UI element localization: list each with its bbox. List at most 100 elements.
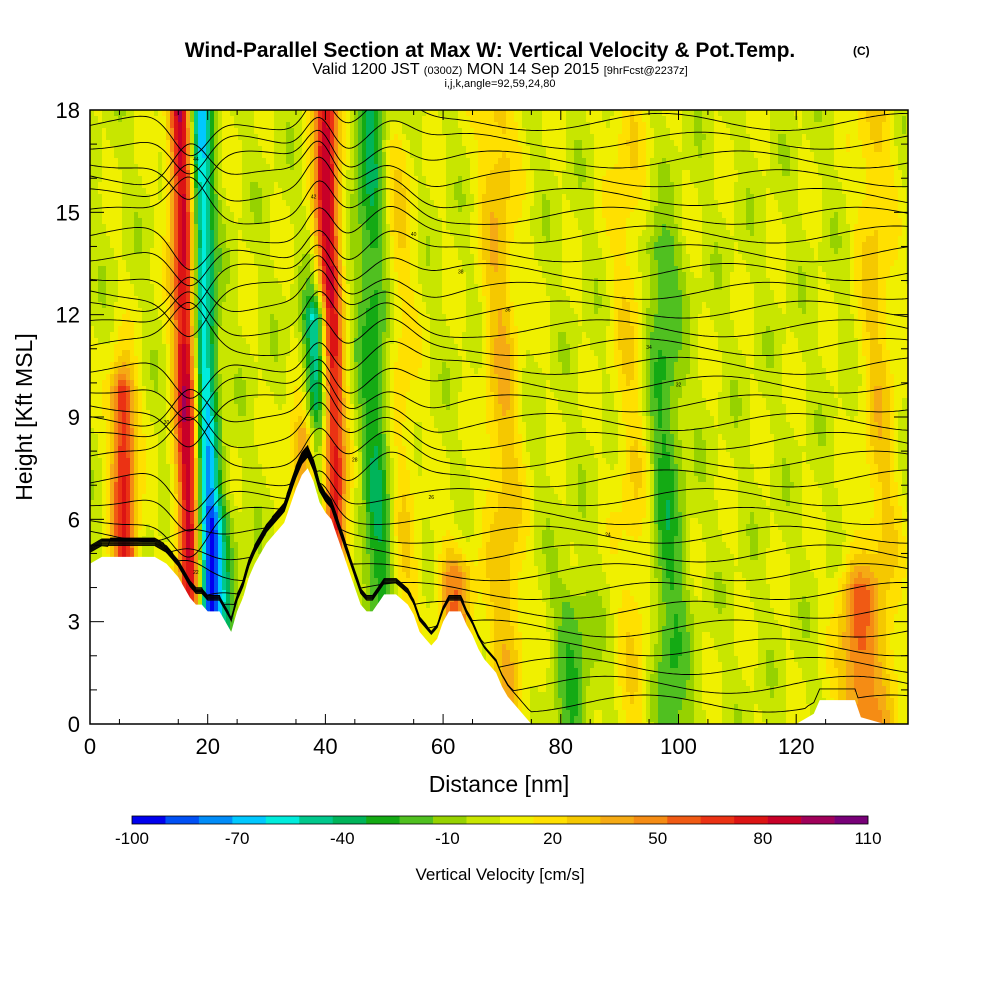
velocity-cell: [230, 254, 235, 261]
velocity-cell: [174, 134, 179, 141]
velocity-cell: [158, 368, 163, 375]
velocity-cell: [198, 500, 203, 507]
velocity-cell: [218, 278, 223, 285]
velocity-cell: [242, 134, 247, 141]
velocity-cell: [190, 506, 195, 513]
velocity-cell: [170, 368, 175, 375]
velocity-cell: [234, 146, 239, 153]
velocity-cell: [162, 152, 167, 159]
velocity-cell: [190, 458, 195, 465]
velocity-cell: [142, 140, 147, 147]
velocity-cell: [170, 254, 175, 261]
velocity-cell: [178, 242, 183, 249]
velocity-cell: [250, 158, 255, 165]
velocity-cell: [234, 572, 239, 579]
velocity-cell: [126, 230, 131, 237]
velocity-cell: [170, 242, 175, 249]
velocity-cell: [106, 344, 111, 351]
velocity-cell: [134, 380, 139, 387]
velocity-cell: [242, 278, 247, 285]
velocity-cell: [122, 296, 127, 303]
velocity-cell: [182, 344, 187, 351]
velocity-cell: [198, 260, 203, 267]
velocity-cell: [190, 338, 195, 345]
velocity-cell: [218, 218, 223, 225]
velocity-cell: [246, 200, 251, 207]
velocity-cell: [270, 158, 275, 165]
velocity-cell: [274, 422, 279, 429]
velocity-cell: [270, 374, 275, 381]
velocity-cell: [254, 212, 259, 219]
velocity-cell: [234, 302, 239, 309]
velocity-cell: [190, 452, 195, 459]
velocity-cell: [138, 302, 143, 309]
velocity-cell: [218, 314, 223, 321]
velocity-cell: [150, 242, 155, 249]
velocity-cell: [138, 386, 143, 393]
velocity-cell: [114, 452, 119, 459]
velocity-cell: [258, 254, 263, 261]
velocity-cell: [122, 416, 127, 423]
velocity-cell: [90, 236, 95, 243]
velocity-cell: [266, 518, 271, 525]
velocity-cell: [258, 164, 263, 171]
velocity-cell: [90, 278, 95, 285]
velocity-cell: [178, 422, 183, 429]
velocity-cell: [170, 146, 175, 153]
velocity-cell: [126, 428, 131, 435]
velocity-cell: [162, 344, 167, 351]
velocity-cell: [250, 404, 255, 411]
velocity-cell: [178, 494, 183, 501]
velocity-cell: [238, 500, 243, 507]
velocity-cell: [110, 356, 115, 363]
velocity-cell: [218, 434, 223, 441]
velocity-cell: [146, 512, 151, 519]
velocity-cell: [254, 482, 259, 489]
velocity-cell: [234, 158, 239, 165]
velocity-cell: [118, 260, 123, 267]
velocity-cell: [174, 212, 179, 219]
velocity-cell: [250, 254, 255, 261]
velocity-cell: [278, 470, 283, 477]
velocity-cell: [214, 194, 219, 201]
velocity-cell: [174, 176, 179, 183]
velocity-cell: [274, 374, 279, 381]
velocity-cell: [266, 452, 271, 459]
velocity-cell: [250, 128, 255, 135]
velocity-cell: [142, 446, 147, 453]
velocity-cell: [102, 260, 107, 267]
velocity-cell: [106, 314, 111, 321]
velocity-cell: [210, 440, 215, 447]
velocity-cell: [242, 446, 247, 453]
velocity-cell: [154, 374, 159, 381]
velocity-cell: [126, 512, 131, 519]
velocity-cell: [94, 548, 99, 555]
velocity-cell: [202, 248, 207, 255]
velocity-cell: [154, 416, 159, 423]
velocity-cell: [106, 482, 111, 489]
velocity-cell: [226, 362, 231, 369]
velocity-cell: [142, 374, 147, 381]
velocity-cell: [258, 362, 263, 369]
velocity-cell: [230, 554, 235, 561]
velocity-cell: [114, 380, 119, 387]
velocity-cell: [218, 122, 223, 129]
velocity-cell: [274, 212, 279, 219]
velocity-cell: [234, 176, 239, 183]
velocity-cell: [114, 158, 119, 165]
velocity-cell: [202, 308, 207, 315]
velocity-cell: [186, 308, 191, 315]
velocity-cell: [94, 446, 99, 453]
velocity-cell: [250, 206, 255, 213]
velocity-cell: [90, 344, 95, 351]
velocity-cell: [138, 422, 143, 429]
velocity-cell: [110, 248, 115, 255]
velocity-cell: [246, 236, 251, 243]
velocity-cell: [194, 476, 199, 483]
velocity-cell: [238, 446, 243, 453]
velocity-cell: [138, 524, 143, 531]
velocity-cell: [214, 314, 219, 321]
velocity-cell: [90, 134, 95, 141]
velocity-cell: [274, 152, 279, 159]
velocity-cell: [202, 386, 207, 393]
